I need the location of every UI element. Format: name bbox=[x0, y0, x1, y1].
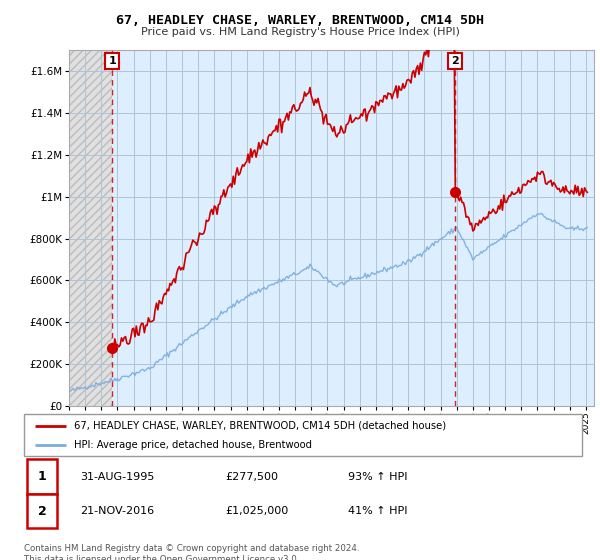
Text: 21-NOV-2016: 21-NOV-2016 bbox=[80, 506, 154, 516]
Text: Contains HM Land Registry data © Crown copyright and database right 2024.
This d: Contains HM Land Registry data © Crown c… bbox=[24, 544, 359, 560]
FancyBboxPatch shape bbox=[27, 459, 58, 494]
Text: Price paid vs. HM Land Registry's House Price Index (HPI): Price paid vs. HM Land Registry's House … bbox=[140, 27, 460, 37]
Text: 2: 2 bbox=[451, 56, 459, 66]
FancyBboxPatch shape bbox=[24, 414, 582, 456]
Text: £277,500: £277,500 bbox=[225, 472, 278, 482]
Bar bbox=[69, 50, 112, 406]
Text: 1: 1 bbox=[108, 56, 116, 66]
FancyBboxPatch shape bbox=[27, 494, 58, 529]
Text: £1,025,000: £1,025,000 bbox=[225, 506, 288, 516]
Text: 1: 1 bbox=[38, 470, 47, 483]
Text: 67, HEADLEY CHASE, WARLEY, BRENTWOOD, CM14 5DH: 67, HEADLEY CHASE, WARLEY, BRENTWOOD, CM… bbox=[116, 14, 484, 27]
Text: 67, HEADLEY CHASE, WARLEY, BRENTWOOD, CM14 5DH (detached house): 67, HEADLEY CHASE, WARLEY, BRENTWOOD, CM… bbox=[74, 421, 446, 431]
Text: HPI: Average price, detached house, Brentwood: HPI: Average price, detached house, Bren… bbox=[74, 440, 312, 450]
Text: 2: 2 bbox=[38, 505, 47, 518]
Text: 41% ↑ HPI: 41% ↑ HPI bbox=[347, 506, 407, 516]
Text: 93% ↑ HPI: 93% ↑ HPI bbox=[347, 472, 407, 482]
Text: 31-AUG-1995: 31-AUG-1995 bbox=[80, 472, 154, 482]
